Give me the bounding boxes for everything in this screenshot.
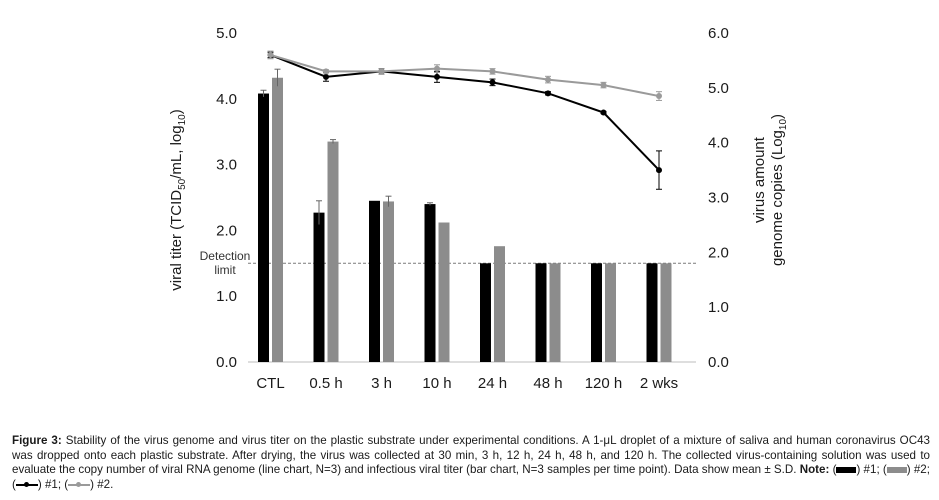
bar (424, 204, 436, 362)
left-tick-label: 3.0 (216, 157, 237, 174)
right-tick-label: 4.0 (708, 135, 729, 152)
data-point (323, 73, 329, 80)
caption-note-item: ) #2. (90, 477, 114, 491)
detection-limit-label-line2: limit (214, 263, 236, 277)
left-axis-ticks: 0.0 1.0 2.0 3.0 4.0 5.0 (216, 25, 237, 371)
caption-note-item: ) #1; ( (856, 463, 887, 477)
bar (660, 263, 672, 362)
left-tick-label: 4.0 (216, 91, 237, 108)
right-tick-label: 5.0 (708, 80, 729, 97)
bar (605, 263, 616, 362)
data-point (489, 68, 496, 75)
bar (646, 263, 658, 362)
data-point (378, 68, 385, 75)
data-point (323, 68, 329, 75)
data-point (434, 65, 440, 72)
bar (480, 263, 491, 362)
left-axis-label: viral titer (TCID50/mL, log10) (168, 109, 188, 290)
caption-note-item: ) #2; ( (12, 463, 930, 491)
bar (438, 222, 450, 362)
x-tick-label: 3 h (371, 375, 392, 392)
data-point (656, 93, 662, 100)
data-point (434, 73, 440, 80)
data-point (545, 76, 551, 83)
legend-swatch-black-line (15, 480, 38, 489)
right-tick-label: 3.0 (708, 190, 729, 207)
bar (535, 263, 547, 362)
caption-figure-label: Figure 3: (12, 434, 62, 447)
right-axis-label-line2: genome copies (Log10) (769, 114, 789, 266)
caption-note-label: Note: (799, 463, 830, 477)
x-tick-label: 2 wks (640, 375, 678, 392)
bar (369, 200, 380, 362)
x-tick-label: 10 h (422, 375, 451, 392)
left-tick-label: 0.0 (216, 354, 237, 371)
data-point (267, 51, 274, 58)
bar (549, 263, 561, 362)
data-point (600, 109, 607, 116)
legend-swatch-gray-bar (886, 467, 907, 474)
bars (258, 68, 672, 362)
chart: 0.0 1.0 2.0 3.0 4.0 5.0 0.0 1.0 2.0 3.0 4.0 5.0 6.0… (168, 25, 789, 392)
series-line (270, 54, 660, 171)
data-point (545, 90, 551, 97)
right-tick-label: 2.0 (708, 244, 729, 261)
caption-text: Stability of the virus genome and virus … (12, 434, 930, 477)
bar (383, 201, 394, 362)
bar (327, 141, 339, 362)
right-axis-label-line1: virus amount (751, 136, 768, 223)
bar (494, 246, 505, 362)
caption-note-open: ( (832, 463, 837, 477)
figure-caption: Figure 3: Stability of the virus genome … (12, 434, 930, 492)
bar (591, 263, 602, 362)
x-tick-label: CTL (256, 375, 284, 392)
right-tick-label: 1.0 (708, 299, 729, 316)
x-tick-label: 120 h (585, 375, 623, 392)
x-axis-tick-labels: CTL 0.5 h 3 h 10 h 24 h 48 h 120 h 2 wks (256, 375, 678, 392)
data-point (489, 79, 496, 86)
right-tick-label: 0.0 (708, 354, 729, 371)
lines (267, 50, 662, 190)
right-axis-ticks: 0.0 1.0 2.0 3.0 4.0 5.0 6.0 (708, 25, 729, 371)
bar (258, 93, 269, 362)
bar (313, 212, 325, 362)
series-line (270, 53, 660, 98)
bar (272, 77, 283, 362)
left-tick-label: 1.0 (216, 288, 237, 305)
left-tick-label: 5.0 (216, 25, 237, 42)
x-tick-label: 24 h (478, 375, 507, 392)
detection-limit-label-line1: Detection (200, 249, 251, 263)
x-tick-label: 0.5 h (309, 375, 342, 392)
legend-swatch-gray-line (68, 480, 91, 489)
caption-note-item: ) #1; ( (37, 477, 69, 491)
x-tick-label: 48 h (533, 375, 562, 392)
left-tick-label: 2.0 (216, 222, 237, 239)
data-point (600, 82, 607, 89)
data-point (656, 167, 662, 174)
right-tick-label: 6.0 (708, 25, 729, 42)
legend-swatch-black-bar (836, 467, 857, 474)
